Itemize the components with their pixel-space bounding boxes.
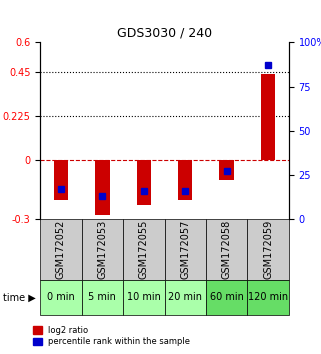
Text: time ▶: time ▶ <box>3 292 36 302</box>
Title: GDS3030 / 240: GDS3030 / 240 <box>117 27 212 40</box>
FancyBboxPatch shape <box>123 280 165 315</box>
Text: GSM172053: GSM172053 <box>97 220 107 279</box>
Text: 20 min: 20 min <box>168 292 202 302</box>
Text: GSM172052: GSM172052 <box>56 220 66 279</box>
FancyBboxPatch shape <box>247 280 289 315</box>
Bar <box>220 160 234 180</box>
FancyBboxPatch shape <box>123 219 165 280</box>
Text: 60 min: 60 min <box>210 292 244 302</box>
FancyBboxPatch shape <box>206 280 247 315</box>
FancyBboxPatch shape <box>82 280 123 315</box>
Legend: log2 ratio, percentile rank within the sample: log2 ratio, percentile rank within the s… <box>30 322 194 350</box>
Bar <box>178 160 193 200</box>
Text: 10 min: 10 min <box>127 292 161 302</box>
Bar <box>95 160 109 215</box>
Text: 0 min: 0 min <box>47 292 75 302</box>
FancyBboxPatch shape <box>82 219 123 280</box>
Text: 120 min: 120 min <box>248 292 288 302</box>
Bar <box>54 160 68 200</box>
Bar <box>136 160 151 205</box>
Text: GSM172055: GSM172055 <box>139 220 149 279</box>
Text: 5 min: 5 min <box>88 292 116 302</box>
FancyBboxPatch shape <box>165 280 206 315</box>
FancyBboxPatch shape <box>40 280 82 315</box>
Text: GSM172057: GSM172057 <box>180 220 190 279</box>
FancyBboxPatch shape <box>206 219 247 280</box>
FancyBboxPatch shape <box>165 219 206 280</box>
Text: GSM172059: GSM172059 <box>263 220 273 279</box>
FancyBboxPatch shape <box>247 219 289 280</box>
FancyBboxPatch shape <box>40 219 82 280</box>
Text: GSM172058: GSM172058 <box>222 220 232 279</box>
Bar <box>261 74 275 160</box>
